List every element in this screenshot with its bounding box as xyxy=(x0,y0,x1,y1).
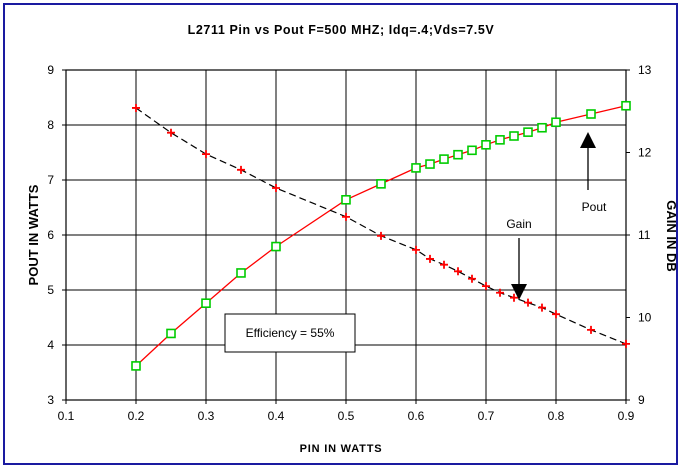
gain-marker xyxy=(622,339,630,348)
y-tick-label: 8 xyxy=(47,118,54,132)
pout-marker xyxy=(621,100,631,111)
gain-marker xyxy=(412,245,420,254)
gain-marker xyxy=(377,231,385,240)
pout-marker xyxy=(453,149,463,160)
pout-marker xyxy=(411,163,421,173)
gain-marker xyxy=(524,298,532,307)
gain-marker xyxy=(202,150,210,159)
y-tick-label: 3 xyxy=(47,393,54,407)
x-tick-label: 0.7 xyxy=(478,409,495,423)
pout-marker xyxy=(439,154,449,164)
pout-marker xyxy=(131,361,141,371)
pout-marker xyxy=(509,131,519,141)
gain-marker xyxy=(496,288,504,297)
pout-marker xyxy=(537,122,547,133)
y-tick-label: 7 xyxy=(47,173,54,187)
y2-axis-ticks: 9 10 11 12 13 xyxy=(626,63,652,407)
y-tick-label: 6 xyxy=(47,228,54,242)
x-tick-label: 0.5 xyxy=(338,409,355,423)
chart-frame xyxy=(3,3,678,465)
gain-marker xyxy=(167,128,175,137)
x-axis-title: PIN IN WATTS xyxy=(300,443,383,455)
gain-marker xyxy=(426,254,434,263)
gain-marker xyxy=(132,103,140,112)
y2-tick-label: 13 xyxy=(638,63,652,77)
x-axis-ticks: 0.1 0.2 0.3 0.4 0.5 0.6 0.7 0.8 0.9 xyxy=(58,400,635,423)
x-tick-label: 0.6 xyxy=(408,409,425,423)
chart-title: L2711 Pin vs Pout F=500 MHZ; Idq=.4;Vds=… xyxy=(188,23,495,37)
pout-marker xyxy=(481,140,491,150)
efficiency-box xyxy=(224,313,356,353)
pout-series xyxy=(131,100,631,371)
gain-marker xyxy=(468,274,476,283)
y2-tick-label: 12 xyxy=(638,146,652,160)
gain-marker xyxy=(510,293,518,302)
y2-tick-label: 9 xyxy=(638,393,645,407)
gain-annotation-label: Gain xyxy=(506,217,531,231)
y2-tick-label: 10 xyxy=(638,311,652,325)
gain-marker xyxy=(552,310,560,319)
gain-line xyxy=(135,107,627,345)
pout-marker xyxy=(425,159,435,169)
y2-axis-title: GAIN IN DB xyxy=(664,200,679,272)
pout-marker xyxy=(376,179,386,189)
pout-marker xyxy=(201,298,211,309)
y-tick-label: 9 xyxy=(47,63,54,77)
gain-marker xyxy=(482,282,490,291)
pout-marker xyxy=(271,241,281,252)
pout-marker xyxy=(467,145,477,156)
x-tick-label: 0.3 xyxy=(198,409,215,423)
x-tick-label: 0.1 xyxy=(58,409,75,423)
gain-series xyxy=(132,103,630,348)
y-tick-label: 5 xyxy=(47,283,54,297)
y2-tick-label: 11 xyxy=(638,228,651,242)
x-tick-label: 0.9 xyxy=(618,409,635,423)
gain-marker xyxy=(587,325,595,334)
y-axis-title: POUT IN WATTS xyxy=(26,184,41,285)
pout-marker xyxy=(341,195,351,205)
pout-marker xyxy=(166,328,176,339)
gain-marker xyxy=(272,183,280,192)
gain-marker xyxy=(538,303,546,312)
pout-marker xyxy=(236,268,246,278)
x-tick-label: 0.8 xyxy=(548,409,565,423)
pout-marker xyxy=(495,135,505,145)
pout-marker xyxy=(523,127,533,137)
x-tick-label: 0.4 xyxy=(268,409,285,423)
gain-marker xyxy=(440,260,448,269)
y-axis-ticks: 3 4 5 6 7 8 9 xyxy=(47,63,66,407)
y-tick-label: 4 xyxy=(47,338,54,352)
efficiency-label: Efficiency = 55% xyxy=(246,326,335,340)
pout-arrow-head xyxy=(580,132,596,148)
gain-marker xyxy=(454,267,462,276)
x-tick-label: 0.2 xyxy=(128,409,145,423)
gain-marker xyxy=(342,212,350,221)
pout-marker xyxy=(586,109,596,119)
gain-arrow-head xyxy=(511,284,527,300)
gain-marker xyxy=(237,165,245,174)
pout-marker xyxy=(551,117,561,128)
pout-annotation-label: Pout xyxy=(582,200,607,214)
